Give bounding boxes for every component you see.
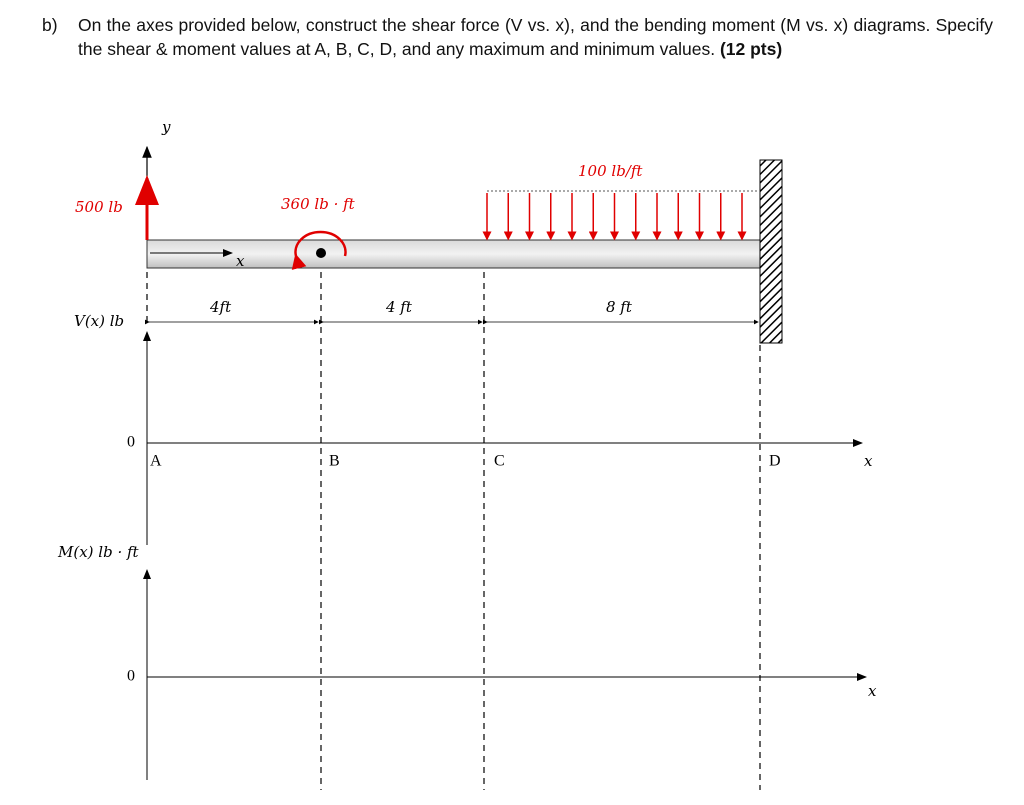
question-body: On the axes provided below, construct th… — [78, 15, 993, 59]
moment-point — [316, 248, 326, 258]
beam-x-label: x — [236, 252, 245, 270]
dimension-label: 4 ft — [385, 298, 413, 316]
moment-x-label: x — [868, 682, 877, 700]
point-label: D — [769, 453, 781, 470]
dimension-label: 4ft — [209, 298, 232, 316]
question-points: (12 pts) — [719, 39, 783, 59]
shear-zero: 0 — [127, 434, 135, 451]
question-label: b) — [42, 15, 58, 35]
moment-zero: 0 — [127, 668, 135, 685]
point-label: A — [150, 453, 162, 470]
question-text: On the axes provided below, construct th… — [78, 13, 993, 61]
shear-x-label: x — [864, 452, 873, 470]
reaction-label: 500 lb — [75, 198, 123, 216]
load-arrows — [482, 193, 747, 241]
wall — [759, 159, 783, 344]
y-axis-label: y — [161, 118, 171, 136]
shear-axis-label: V(x) lb — [74, 312, 124, 330]
moment-label: 360 lb · ft — [281, 195, 356, 213]
dimension-label: 8 ft — [606, 298, 633, 316]
load-label: 100 lb/ft — [578, 162, 643, 180]
moment-axis-label: M(x) lb · ft — [57, 543, 140, 561]
point-label: C — [494, 453, 505, 470]
point-label: B — [329, 453, 340, 470]
moment-arc — [291, 230, 347, 270]
